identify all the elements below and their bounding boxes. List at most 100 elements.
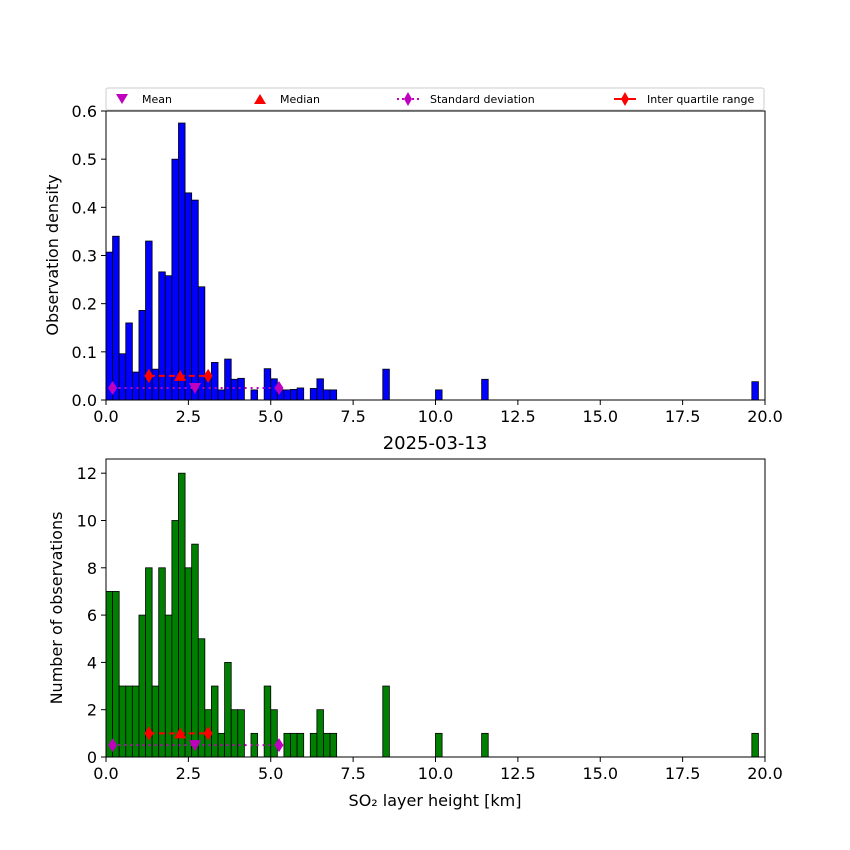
density-y-tick-label-0: 0.0: [72, 391, 97, 410]
density-bar-22: [250, 389, 258, 401]
count-iqr-high-marker: [203, 726, 213, 741]
legend: Mean Median Standard deviation Inter qua…: [105, 87, 765, 111]
count-bar-34: [751, 732, 759, 758]
legend-entry-mean: Mean: [116, 93, 172, 106]
count-bar-13: [191, 543, 199, 758]
count-iqr-low-marker: [144, 726, 154, 741]
count-y-tick-label-2: 4: [87, 653, 97, 672]
count-x-tick-label-5: 12.5: [500, 764, 536, 783]
density-bar-2: [118, 353, 127, 401]
legend-entry-iqr: Inter quartile range: [614, 92, 754, 106]
count-bar-32: [435, 732, 443, 758]
density-bar-19: [230, 378, 239, 401]
density-bar-4: [131, 371, 140, 401]
density-bar-34: [329, 389, 338, 401]
density-iqr-low-marker: [144, 368, 154, 383]
legend-mean-marker: [116, 94, 128, 104]
count-median-marker: [174, 727, 187, 739]
count-bar-28: [316, 709, 324, 758]
density-mean-marker: [188, 382, 201, 394]
density-x-tick-label-7: 17.5: [665, 407, 701, 426]
density-bar-1: [112, 235, 120, 401]
count-mean-marker: [188, 740, 201, 752]
legend-iqr-marker: [621, 92, 629, 106]
density-bar-8: [158, 271, 166, 401]
legend-std-label: Standard deviation: [430, 93, 535, 106]
density-bar-36: [382, 368, 390, 401]
density-bar-18: [224, 358, 232, 401]
legend-frame: [105, 87, 765, 111]
count-markers: [108, 726, 284, 753]
density-bars: [105, 122, 759, 401]
count-bar-14: [197, 638, 206, 758]
count-bar-26: [296, 732, 305, 758]
density-bar-20: [237, 377, 245, 401]
density-bar-5: [138, 310, 146, 401]
density-bar-9: [164, 275, 173, 401]
count-x-tick-label-3: 7.5: [340, 764, 365, 783]
legend-std-marker: [404, 92, 412, 106]
density-bar-33: [323, 389, 331, 401]
count-bar-2: [118, 685, 127, 758]
count-x-ticks: 0.0 2.5 5.0 7.5 10.0 12.5 15.0 17.5 20.0: [93, 757, 783, 783]
density-bar-0: [105, 251, 113, 401]
count-y-tick-label-5: 10: [77, 511, 97, 530]
count-y-tick-label-1: 2: [87, 701, 97, 720]
count-bar-22: [263, 685, 272, 758]
count-x-tick-label-4: 10.0: [418, 764, 454, 783]
density-bar-27: [283, 389, 291, 401]
density-bar-29: [296, 387, 305, 401]
density-panel: 0.0 2.5 5.0 7.5 10.0 12.5 15.0 17.5 20.0 0.00.10…: [43, 102, 783, 426]
density-x-tick-label-3: 7.5: [340, 407, 365, 426]
count-x-tick-label-2: 5.0: [258, 764, 283, 783]
count-bar-8: [158, 567, 166, 758]
count-y-ticks: 0 2 4 6 8 10 12: [77, 464, 106, 767]
legend-entry-median: Median: [254, 93, 320, 106]
count-bar-0: [105, 591, 113, 758]
count-panel-title: 2025-03-13: [383, 433, 488, 454]
count-bar-3: [125, 685, 133, 758]
density-markers: [108, 368, 284, 395]
count-bar-20: [237, 709, 245, 758]
density-bar-11: [178, 122, 186, 401]
density-bar-31: [309, 388, 318, 401]
density-y-tick-label-6: 0.6: [72, 102, 97, 121]
count-bar-12: [184, 567, 193, 758]
count-bar-16: [211, 685, 219, 758]
count-bars: [105, 472, 759, 758]
count-bar-4: [131, 685, 140, 758]
count-bar-29: [323, 732, 331, 758]
count-bar-31: [382, 685, 390, 758]
count-std-low-marker: [108, 738, 118, 753]
density-bar-39: [751, 381, 759, 401]
density-median-marker: [174, 369, 187, 381]
density-x-tick-label-6: 15.0: [582, 407, 618, 426]
density-bar-10: [171, 158, 179, 401]
density-bar-17: [217, 389, 226, 401]
density-y-tick-label-1: 0.1: [72, 343, 97, 362]
density-x-tick-label-8: 20.0: [747, 407, 783, 426]
density-x-tick-label-5: 12.5: [500, 407, 536, 426]
density-y-axis-label: Observation density: [43, 174, 62, 335]
density-bar-7: [151, 368, 160, 401]
count-bar-27: [309, 732, 318, 758]
density-bar-24: [263, 368, 272, 401]
density-y-tick-label-2: 0.2: [72, 295, 97, 314]
density-std-low-marker: [108, 380, 118, 395]
density-x-tick-label-4: 10.0: [418, 407, 454, 426]
count-bar-30: [329, 732, 338, 758]
count-x-tick-label-8: 20.0: [747, 764, 783, 783]
legend-median-marker: [254, 94, 266, 104]
count-bar-7: [151, 685, 160, 758]
count-x-tick-label-0: 0.0: [93, 764, 118, 783]
density-bar-16: [211, 362, 219, 401]
density-std-high-marker: [274, 380, 284, 395]
count-bar-9: [164, 614, 173, 758]
count-y-tick-label-3: 6: [87, 606, 97, 625]
density-y-tick-label-3: 0.3: [72, 247, 97, 266]
count-bar-23: [270, 709, 278, 758]
legend-mean-label: Mean: [142, 93, 172, 106]
count-x-tick-label-1: 2.5: [176, 764, 201, 783]
count-x-tick-label-6: 15.0: [582, 764, 618, 783]
